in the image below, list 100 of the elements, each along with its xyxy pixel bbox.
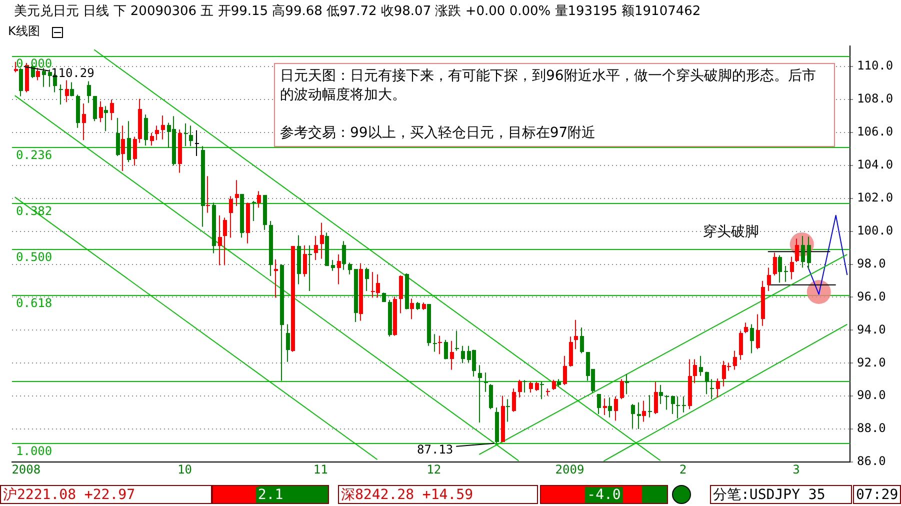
candlestick xyxy=(478,364,482,423)
candlestick xyxy=(795,238,799,262)
candlestick xyxy=(314,235,318,261)
candlestick xyxy=(580,327,584,354)
candlestick xyxy=(756,314,760,350)
candlestick xyxy=(540,381,544,400)
y-tick-label: 86.0 xyxy=(857,454,886,468)
candlestick xyxy=(144,114,148,146)
candlestick xyxy=(648,394,652,418)
candlestick xyxy=(654,381,658,415)
candlestick xyxy=(744,322,748,334)
candlestick xyxy=(574,319,578,350)
candlestick xyxy=(342,240,346,270)
candlestick xyxy=(308,244,312,292)
annotation: 110.29 xyxy=(51,66,94,80)
candlestick xyxy=(659,384,663,405)
candlestick xyxy=(87,80,91,104)
y-tick-label: 88.0 xyxy=(857,421,886,436)
candlestick xyxy=(750,324,754,354)
candlestick xyxy=(506,398,510,422)
candlestick xyxy=(331,260,335,272)
candlestick xyxy=(665,394,669,410)
candlestick xyxy=(790,256,794,280)
candlestick xyxy=(410,298,414,320)
y-tick-label: 98.0 xyxy=(857,256,886,270)
candlestick xyxy=(218,214,222,266)
candlestick xyxy=(597,394,601,415)
x-tick-label: 11 xyxy=(313,462,328,476)
candlestick xyxy=(784,265,788,282)
y-tick-label: 108.0 xyxy=(857,92,894,106)
candlestick xyxy=(614,396,618,422)
text: -4.0 xyxy=(585,487,623,503)
candlestick xyxy=(189,125,193,147)
x-tick-label: 2009 xyxy=(555,462,584,476)
candlestick xyxy=(433,334,437,352)
candlestick xyxy=(710,378,714,400)
candlestick xyxy=(563,355,567,386)
text: 2.1 xyxy=(256,487,286,503)
candlestick xyxy=(603,398,607,416)
y-tick-label: 106.0 xyxy=(857,124,894,139)
candlestick xyxy=(365,267,369,292)
candlestick xyxy=(99,100,103,123)
text: 分笔:USDJPY 35 xyxy=(713,487,826,503)
candlestick xyxy=(161,115,165,140)
chart-subtitle: K线图 xyxy=(8,23,40,40)
candlestick xyxy=(19,68,23,97)
candlestick xyxy=(337,254,341,285)
candlestick xyxy=(807,236,811,270)
candlestick xyxy=(523,380,527,393)
x-tick-label: 2008 xyxy=(12,462,41,476)
candlestick xyxy=(110,99,114,121)
candlestick xyxy=(14,61,18,73)
candlestick xyxy=(733,350,737,370)
candlestick xyxy=(455,330,459,352)
annotation: 参考交易：99以上，买入轻仓日元，目标在97附近 xyxy=(280,124,597,143)
y-tick-label: 94.0 xyxy=(857,322,886,336)
candlestick xyxy=(693,358,697,384)
candlestick xyxy=(206,176,210,214)
candlestick xyxy=(133,136,137,166)
candlestick xyxy=(637,402,641,430)
candlestick xyxy=(642,400,646,422)
candlestick xyxy=(773,252,777,276)
candlestick xyxy=(121,125,125,172)
candlestick xyxy=(518,379,522,398)
candlestick xyxy=(535,381,539,392)
annotation: 日元天图：日元有接下来，有可能下探，到96附近水平，做一个穿头破脚的形态。后市的波动幅度将加大。 xyxy=(280,67,817,105)
candlestick xyxy=(631,404,635,429)
y-tick-label: 104.0 xyxy=(857,158,894,172)
candlestick xyxy=(529,381,533,393)
candlestick xyxy=(699,355,703,376)
annotation: 87.13 xyxy=(416,442,454,457)
candlestick xyxy=(778,254,782,284)
y-tick-label: 92.0 xyxy=(857,355,886,370)
candlestick xyxy=(484,372,488,392)
candlestick xyxy=(348,262,352,275)
candlestick xyxy=(104,106,108,132)
candlestick xyxy=(552,379,556,390)
annotation: 0.500 xyxy=(16,250,52,264)
annotation: 穿头破脚 xyxy=(703,223,759,241)
candlestick xyxy=(705,371,709,395)
candlestick xyxy=(671,395,675,415)
candlestick xyxy=(70,82,74,97)
candlestick xyxy=(116,117,120,157)
candlestick xyxy=(235,180,239,206)
candlestick xyxy=(42,67,46,88)
candlestick xyxy=(450,340,454,370)
text: 深8242.28 +14.59 xyxy=(341,487,474,503)
candlestick xyxy=(223,217,227,266)
y-tick-label: 90.0 xyxy=(857,388,886,402)
y-tick-label: 102.0 xyxy=(857,190,894,205)
candlestick xyxy=(625,374,629,395)
candlestick xyxy=(59,84,63,105)
candlestick xyxy=(184,122,188,147)
candlestick xyxy=(195,130,199,157)
candlestick xyxy=(569,336,573,367)
candlestick xyxy=(127,120,131,163)
candlestick xyxy=(257,190,261,208)
candlestick xyxy=(303,244,307,278)
annotation: 0.618 xyxy=(16,296,52,310)
y-tick-label: 96.0 xyxy=(857,289,886,304)
